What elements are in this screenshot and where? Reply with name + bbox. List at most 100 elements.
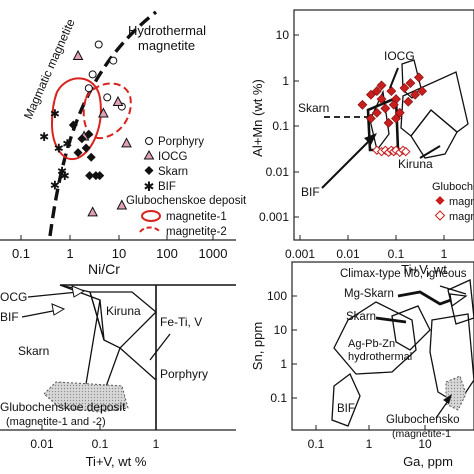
p4-label-skarn: Skarn	[346, 311, 376, 323]
p2-label-bif: BIF	[301, 185, 320, 199]
p3-xtick-2: 1	[153, 437, 160, 451]
p1-xtick-3: 100	[156, 246, 178, 261]
p1-legend-marker-porphyry	[145, 137, 153, 145]
p2-label-skarn: Skarn	[298, 101, 329, 115]
p1-legend: Porphyry IOCG Skarn ✱ BIF Glubochenskoe …	[126, 136, 247, 238]
p4-xtick-2: 10	[418, 437, 432, 451]
p2-point-0-14	[388, 99, 399, 110]
p4-xtick-1: 1	[366, 437, 373, 451]
p2-xlabel: Ti+V, wt	[401, 262, 447, 277]
p4-field-bif	[331, 372, 361, 427]
p1-point-iocg-4	[87, 206, 98, 217]
p2-point-0-3	[386, 86, 397, 97]
p1-point-porphyry-3	[103, 93, 112, 102]
p3-label-ocg: OCG	[0, 290, 27, 304]
p3-glubochenskoe-field	[43, 381, 129, 413]
p4-ytick-1: 10	[274, 323, 288, 337]
p2-point-0-18	[391, 113, 401, 124]
p4-xtick-0: 0.1	[308, 437, 325, 451]
p2-legend-marker-open	[434, 210, 446, 221]
p1-magmatic-boundary	[48, 10, 158, 237]
p3-arrow-feti	[149, 333, 171, 361]
p1-point-skarn-3	[73, 148, 83, 158]
p3-xlabel: Ti+V, wt %	[86, 454, 147, 469]
p1-xlabel: Ni/Cr	[88, 261, 120, 277]
p2-ytick-0: 10	[276, 28, 290, 42]
p2-arrow-kiruna	[419, 145, 441, 159]
p2-legend-marker-filled	[435, 196, 445, 205]
p3-xtick-1: 0.1	[92, 437, 109, 451]
p1-point-skarn-0	[68, 120, 78, 130]
p4-field-skarn	[391, 305, 431, 351]
p2-ytick-3: 0.01	[266, 165, 290, 179]
p2-xtick-2: 0.1	[388, 247, 405, 261]
p1-point-iocg-6	[121, 137, 132, 148]
p2-field-bif	[369, 89, 390, 152]
p2-xtick-0: 0.001	[285, 247, 315, 261]
p1-point-bif-3: ✱	[57, 165, 67, 179]
p1-legend-iocg: IOCG	[158, 151, 187, 163]
p2-point-0-8	[405, 78, 416, 89]
p3-arrow-bif	[21, 309, 59, 318]
panel-al-mn: 10 1 0.1 0.01 0.001 Al+Mn (wt %) 0.001 0…	[250, 9, 474, 277]
p1-point-porphyry-0	[94, 40, 103, 49]
p3-label-porphyry: Porphyry	[160, 367, 208, 381]
p2-field-kiruna	[410, 109, 458, 159]
p1-point-skarn-4	[86, 152, 96, 162]
p4-label-mgskarn: Mg-Skarn	[344, 288, 394, 300]
p2-field-large	[400, 71, 469, 137]
p4-label-climax: Climax-type Mo, igneous	[340, 268, 467, 280]
p1-contour-magnetite-1	[50, 77, 102, 161]
p1-point-skarn-2	[84, 129, 94, 139]
p4-arrowhead-mgskarn	[449, 293, 468, 308]
p1-legend-marker-magnetite-2	[139, 226, 161, 233]
p2-point-0-0	[357, 99, 368, 110]
p1-xtick-0: 0.1	[12, 246, 30, 261]
p1-point-bif-5: ✱	[62, 137, 72, 151]
p4-glubochenskoe-field	[445, 375, 467, 411]
p2-points	[357, 72, 428, 158]
p2-ytick-2: 0.1	[272, 119, 289, 133]
p3-label-glubochenskoe: Glubochenskoe deposit	[0, 400, 126, 414]
p1-legend-marker-bif: ✱	[144, 179, 155, 194]
p2-ytick-4: 0.001	[259, 210, 289, 224]
p4-ytick-0: 100	[267, 289, 287, 303]
panel-sn-ga: 100 10 1 0.1 Sn, ppm 0.1 1 10 Ga, ppm Cl…	[250, 261, 474, 469]
p2-point-0-16	[417, 86, 428, 97]
p2-point-0-19	[413, 72, 424, 83]
p1-point-bif-6: ✱	[60, 169, 70, 183]
p3-arrowhead-bif	[51, 303, 66, 316]
p3-label-kiruna: Kiruna	[106, 304, 141, 318]
p2-point-1-9	[401, 146, 411, 157]
p2-point-0-4	[371, 107, 382, 118]
p3-label-bif: BIF	[0, 310, 19, 324]
p1-point-bif-2: ✱	[54, 142, 64, 156]
p4-arrow-skarn	[375, 316, 407, 324]
p1-points: ✱✱✱✱✱✱✱	[39, 40, 132, 217]
p1-point-iocg-3	[112, 95, 124, 106]
p2-ylabel: Al+Mn (wt %)	[250, 79, 265, 157]
p1-legend-marker-iocg	[143, 149, 155, 160]
p1-legend-skarn: Skarn	[158, 166, 188, 178]
p2-point-0-12	[410, 89, 421, 100]
p4-ytick-3: 0.1	[270, 391, 287, 405]
p2-xtick-1: 0.01	[336, 247, 360, 261]
p1-point-porphyry-1	[109, 56, 118, 65]
p2-point-0-5	[380, 103, 391, 114]
p1-field-magnetite: magnetite	[138, 38, 195, 53]
p2-ytick-1: 1	[282, 74, 289, 88]
p2-point-0-7	[399, 83, 410, 93]
p4-ylabel: Sn, ppm	[250, 322, 265, 370]
p3-arrow-ocg	[27, 291, 79, 298]
p2-arrow-iocg	[389, 67, 399, 89]
p2-arrow-bif	[321, 137, 373, 189]
p3-arrowhead-ocg	[71, 285, 86, 298]
p1-xtick-4: 1000	[199, 246, 228, 261]
p1-point-skarn-5	[85, 171, 95, 181]
p1-legend-bif: BIF	[158, 181, 176, 193]
p1-xtick-2: 10	[112, 246, 126, 261]
p2-legend-open: magn	[449, 211, 474, 223]
p1-xtick-1: 1	[66, 246, 73, 261]
p3-label-magnetite: (magnetite-1 and -2)	[6, 416, 106, 428]
